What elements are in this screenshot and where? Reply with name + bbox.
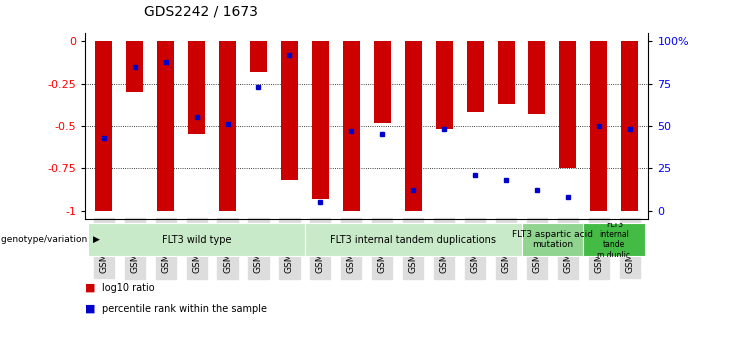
Bar	[559, 41, 576, 168]
Text: FLT3 wild type: FLT3 wild type	[162, 235, 231, 245]
Bar	[188, 41, 205, 135]
Text: log10 ratio: log10 ratio	[102, 283, 154, 293]
Text: percentile rank within the sample: percentile rank within the sample	[102, 304, 267, 314]
Bar	[126, 41, 143, 92]
FancyBboxPatch shape	[305, 223, 522, 256]
Bar	[467, 41, 484, 112]
Bar	[591, 41, 608, 210]
Bar	[96, 41, 113, 210]
Bar	[405, 41, 422, 210]
Text: FLT3
internal
tande
m duplic.: FLT3 internal tande m duplic.	[597, 220, 632, 260]
Bar	[281, 41, 298, 180]
Bar	[497, 41, 514, 104]
FancyBboxPatch shape	[583, 223, 645, 256]
Bar	[528, 41, 545, 114]
Text: ■: ■	[85, 304, 96, 314]
Bar	[250, 41, 267, 72]
Text: FLT3 aspartic acid
mutation: FLT3 aspartic acid mutation	[512, 230, 593, 249]
Bar	[343, 41, 360, 210]
Text: FLT3 internal tandem duplications: FLT3 internal tandem duplications	[330, 235, 496, 245]
FancyBboxPatch shape	[88, 223, 305, 256]
Bar	[219, 41, 236, 210]
Bar	[157, 41, 174, 210]
Bar	[621, 41, 638, 210]
Bar	[312, 41, 329, 199]
Bar	[373, 41, 391, 122]
FancyBboxPatch shape	[522, 223, 583, 256]
Text: GDS2242 / 1673: GDS2242 / 1673	[144, 5, 259, 19]
Text: genotype/variation  ▶: genotype/variation ▶	[1, 235, 100, 244]
Text: ■: ■	[85, 283, 96, 293]
Bar	[436, 41, 453, 129]
